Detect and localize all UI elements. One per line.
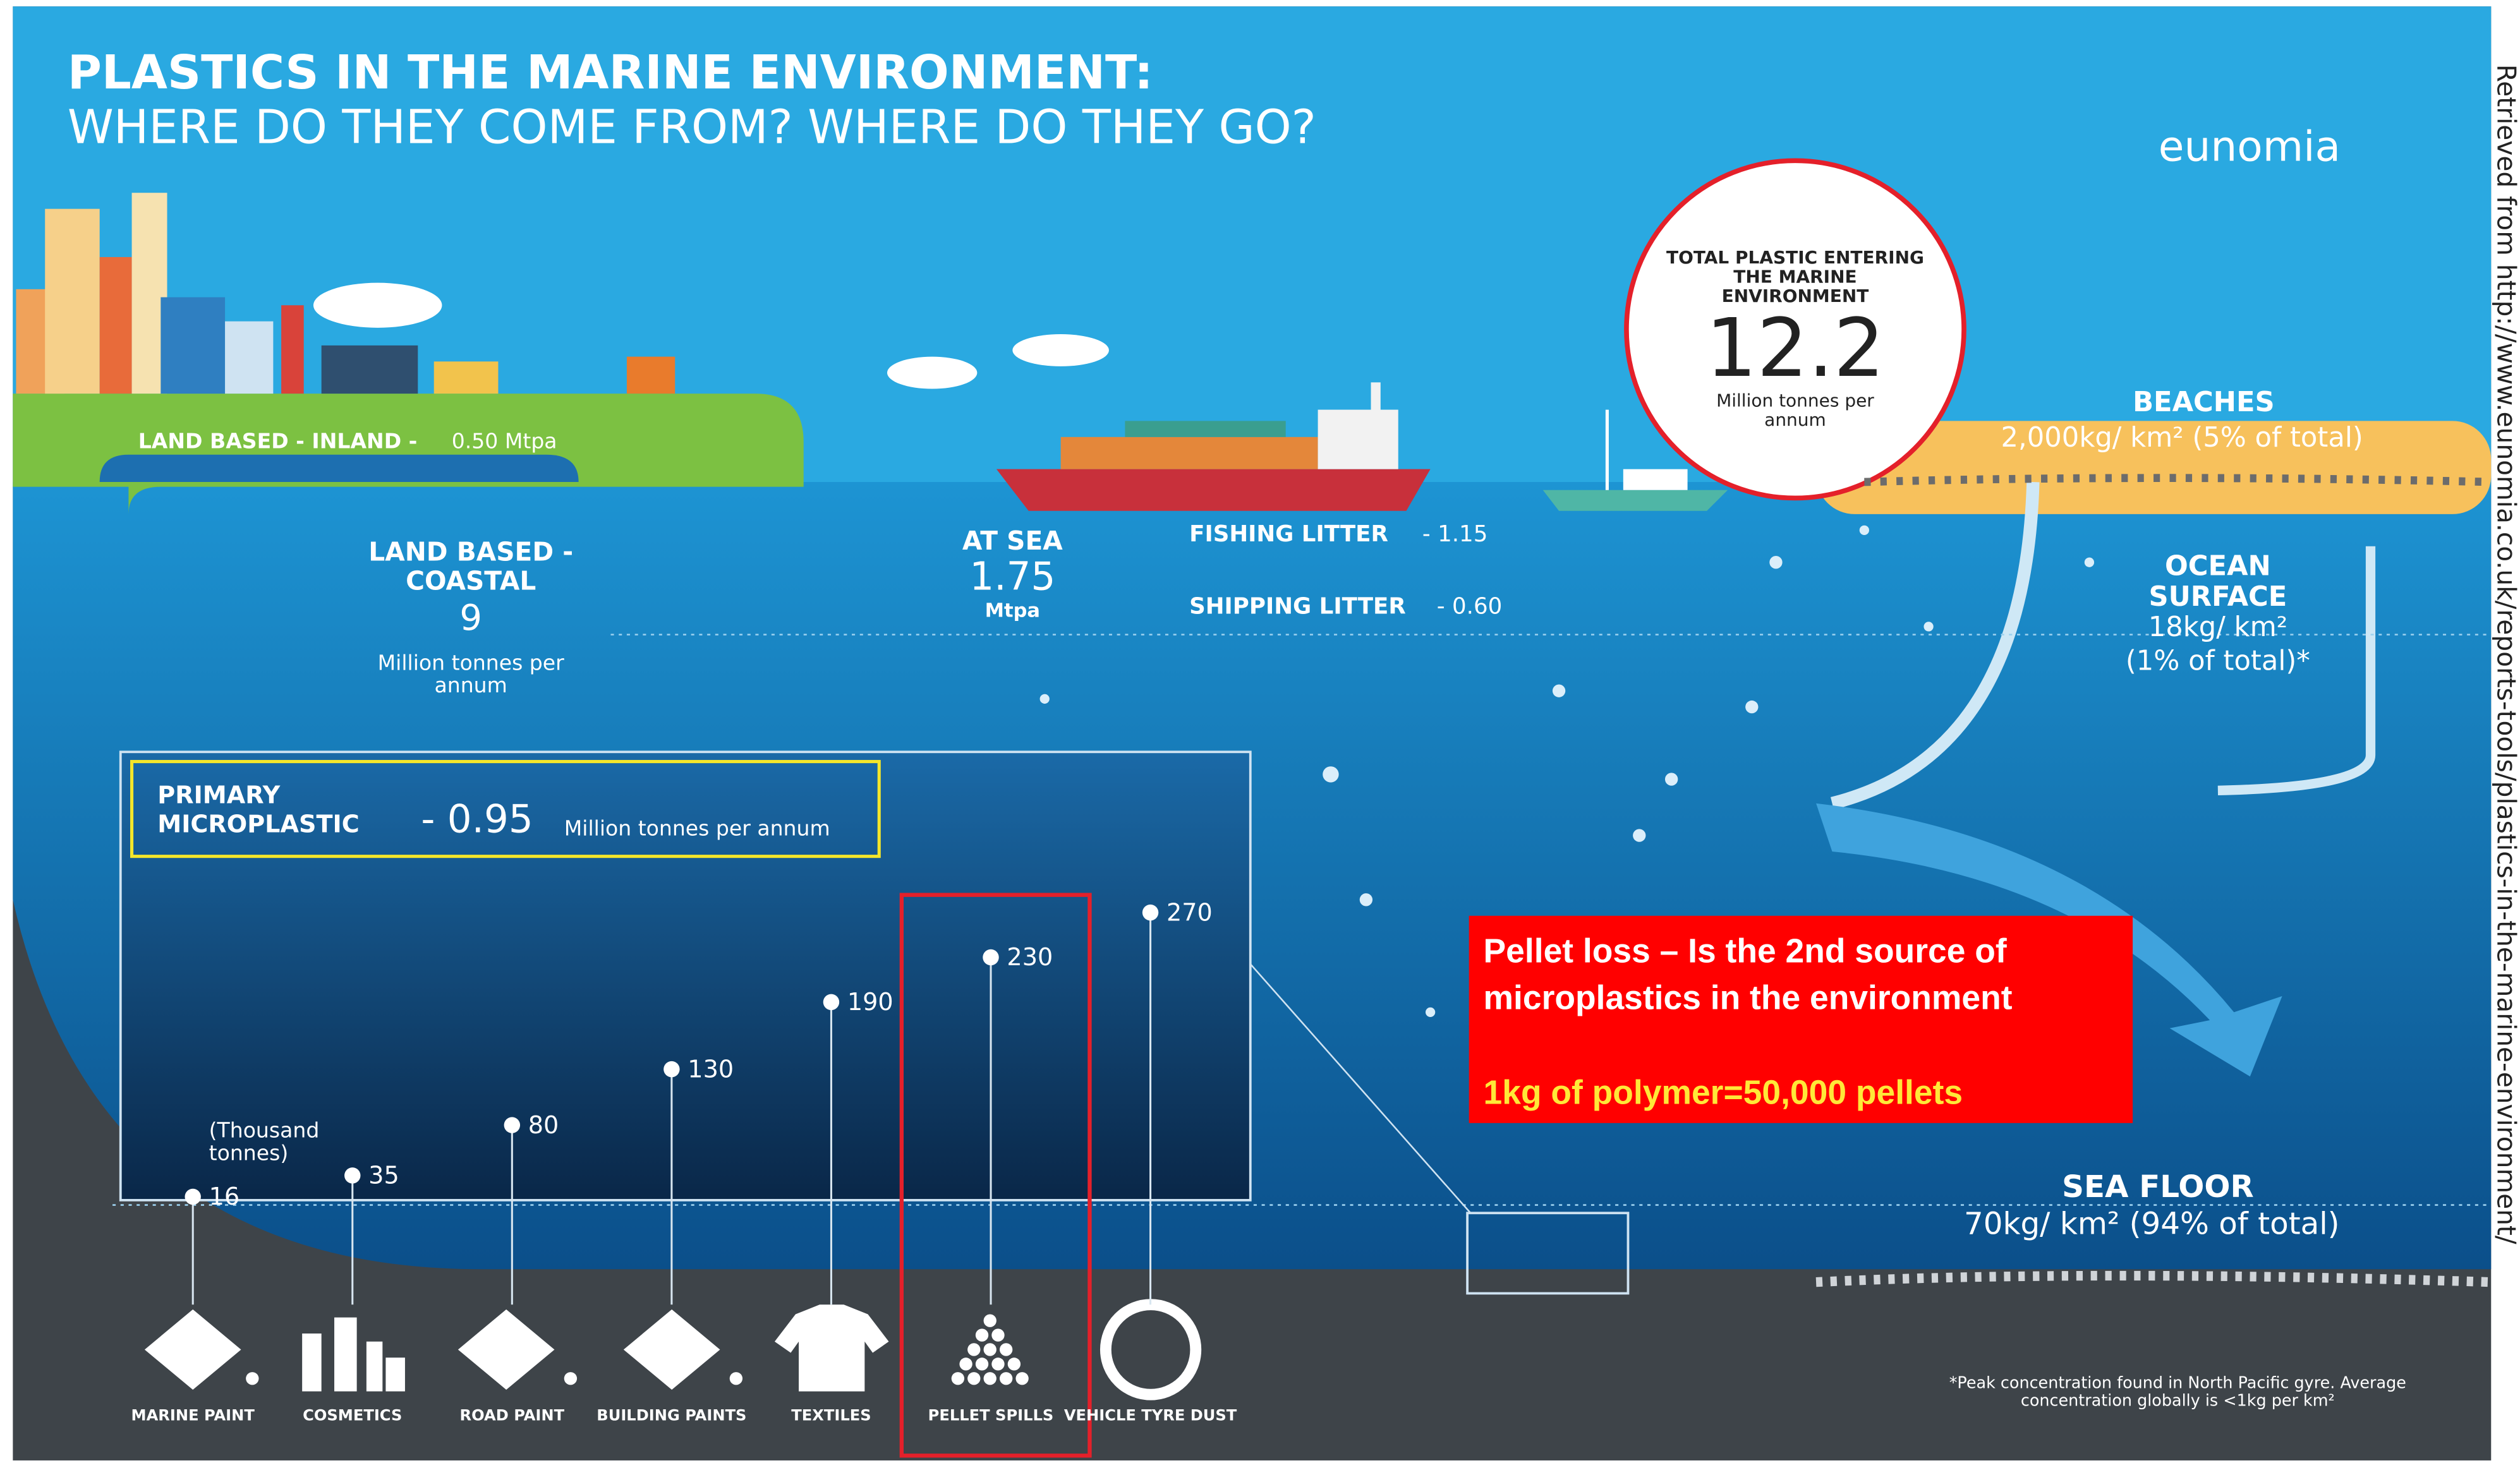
inland-label: LAND BASED - INLAND -	[138, 432, 418, 455]
dot	[983, 949, 998, 965]
unit-label: (Thousand tonnes)	[209, 1121, 337, 1167]
callout-text: Pellet loss – Is the 2nd source of micro…	[1484, 929, 2126, 1023]
dot	[1142, 905, 1158, 920]
value-label: 270	[1166, 898, 1213, 926]
dot	[663, 1061, 679, 1077]
dot	[344, 1167, 360, 1183]
inland-value: 0.50 Mtpa	[452, 432, 557, 455]
category-label: MARINE PAINT	[131, 1406, 255, 1424]
fishing-label: FISHING LITTER	[1189, 524, 1388, 548]
ocean-surface-label: OCEAN SURFACE	[2121, 553, 2314, 613]
category-label: ROAD PAINT	[460, 1406, 565, 1424]
at-sea-label: AT SEA	[940, 527, 1085, 555]
total-value: 12.2	[1659, 305, 1932, 394]
beaches-value: 2,000kg/ km² (5% of total)	[2001, 424, 2363, 454]
sea-floor-label: SEA FLOOR	[2062, 1171, 2253, 1205]
coastal-label: LAND BASED - COASTAL	[334, 538, 607, 594]
category-label: TEXTILES	[791, 1406, 871, 1424]
total-unit: Million tonnes per annum	[1715, 392, 1875, 431]
shipping-label: SHIPPING LITTER	[1189, 596, 1406, 621]
ocean-surface-share: (1% of total)*	[2089, 647, 2346, 678]
logo: eunomia	[2159, 125, 2341, 171]
sea-floor-value: 70kg/ km² (94% of total)	[1964, 1208, 2340, 1242]
at-sea-unit: Mtpa	[940, 601, 1085, 622]
shipping-value: - 0.60	[1437, 596, 1502, 621]
chart-total-unit: Million tonnes per annum	[564, 819, 830, 842]
footnote: *Peak concentration found in North Pacif…	[1920, 1375, 2435, 1411]
ocean-surface-value: 18kg/ km²	[2089, 614, 2346, 644]
category-label: COSMETICS	[303, 1406, 402, 1424]
category-label: VEHICLE TYRE DUST	[1064, 1406, 1237, 1424]
category-label: PELLET SPILLS	[928, 1406, 1054, 1424]
dot	[823, 994, 839, 1010]
title: PLASTICS IN THE MARINE ENVIRONMENT:	[68, 48, 1153, 99]
fishing-value: - 1.15	[1422, 524, 1487, 548]
value-label: 130	[688, 1055, 734, 1083]
value-label: 35	[368, 1162, 399, 1189]
category-label: BUILDING PAINTS	[597, 1406, 746, 1424]
value-label: 16	[209, 1183, 240, 1210]
dot	[185, 1189, 200, 1205]
value-label: 230	[1007, 943, 1053, 971]
infographic: 16 MARINE PAINT 35 COSMETICS 80 ROAD PAINT 130…	[0, 0, 2520, 1463]
chart-total: - 0.95	[421, 798, 533, 841]
dot	[504, 1117, 520, 1133]
value-label: 80	[528, 1111, 559, 1139]
beaches-label: BEACHES	[2133, 389, 2275, 419]
coastal-unit: Million tonnes per annum	[366, 654, 576, 700]
callout-note: 1kg of polymer=50,000 pellets	[1484, 1075, 1963, 1112]
subtitle: WHERE DO THEY COME FROM? WHERE DO THEY G…	[68, 103, 1316, 154]
coastal-value: 9	[334, 601, 607, 640]
value-label: 190	[847, 988, 894, 1016]
chart-title: PRIMARY MICROPLASTIC	[157, 781, 415, 839]
page: 16 MARINE PAINT 35 COSMETICS 80 ROAD PAINT 130…	[0, 0, 2520, 1463]
source-note: Retrieved from http://www.eunomia.co.uk/…	[2492, 64, 2520, 1462]
at-sea-value: 1.75	[940, 556, 1085, 598]
artwork: 16 MARINE PAINT 35 COSMETICS 80 ROAD PAINT 130…	[0, 0, 2520, 1463]
river	[100, 455, 579, 482]
total-label: TOTAL PLASTIC ENTERING THE MARINE ENVIRO…	[1659, 249, 1932, 307]
